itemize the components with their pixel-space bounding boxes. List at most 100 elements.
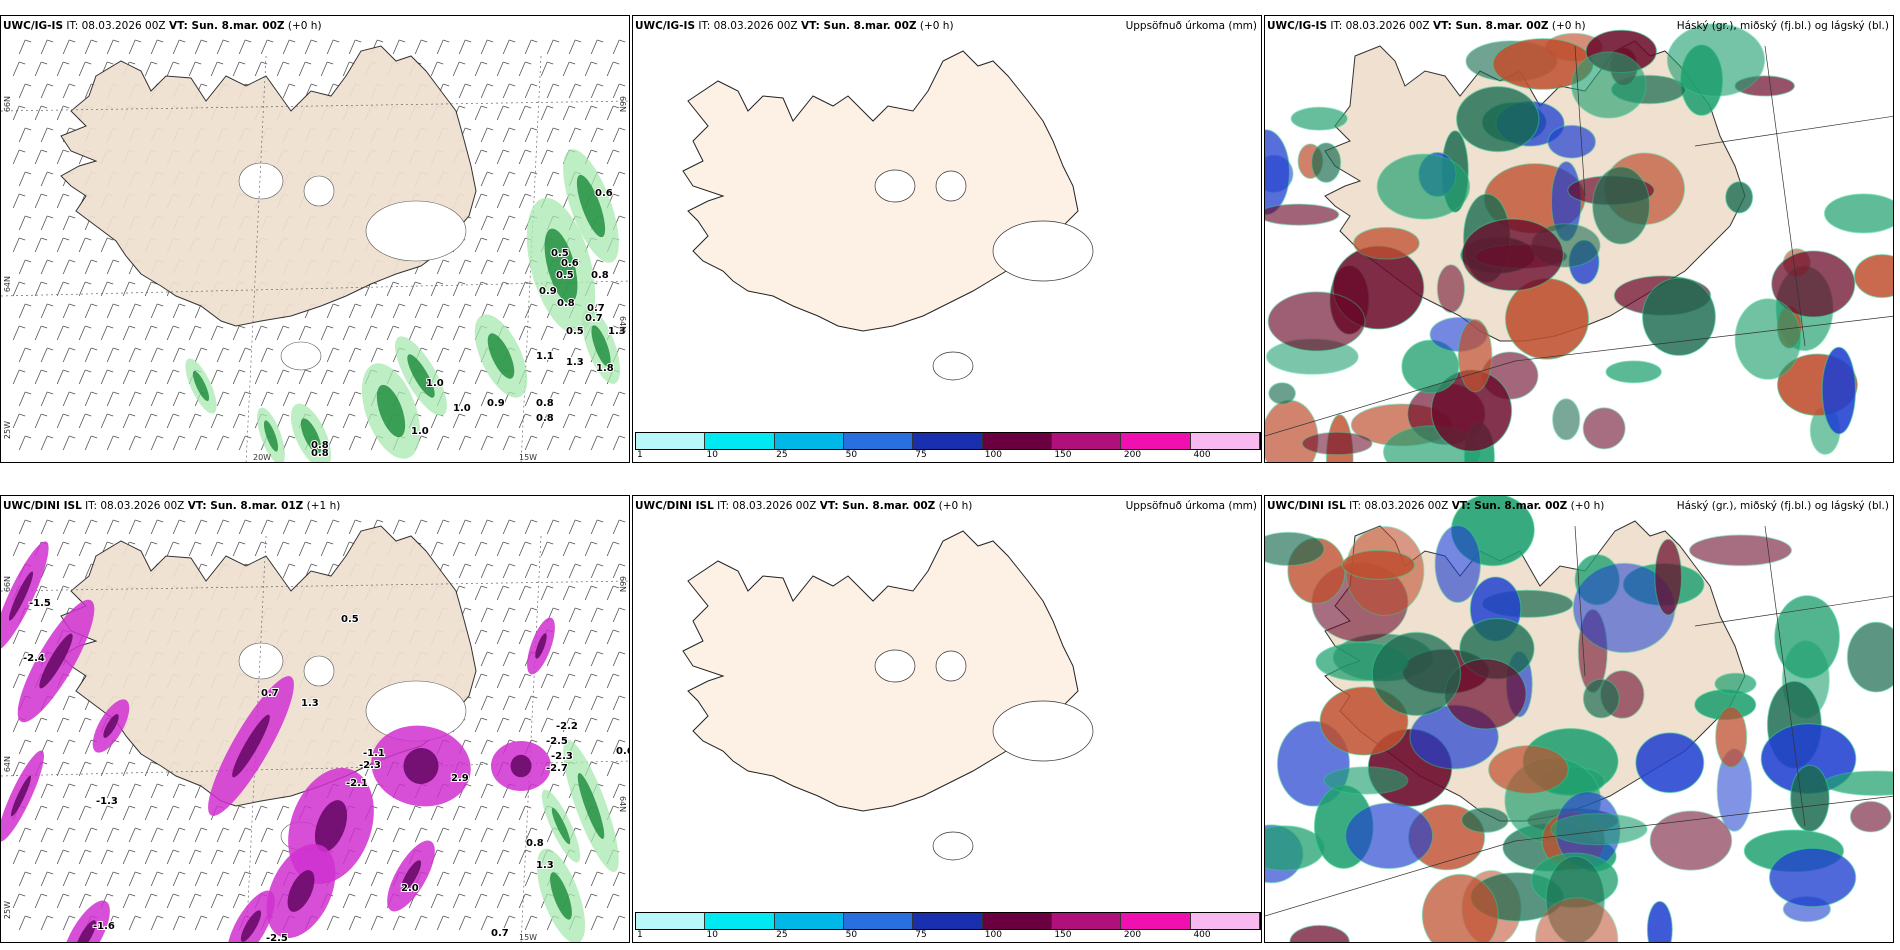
lon-label-15: 15W	[519, 933, 538, 942]
wind-barb	[590, 83, 604, 99]
wind-barb	[430, 893, 444, 909]
colorbar-tick: 200	[1123, 450, 1142, 460]
wind-barb	[62, 915, 76, 931]
wind-barb	[436, 435, 450, 451]
wind-barb	[34, 281, 48, 297]
wind-barb	[232, 849, 246, 865]
wind-barb	[260, 39, 274, 55]
cloud-patch	[1552, 398, 1581, 441]
wind-barb	[474, 281, 488, 297]
cloud-patch	[1323, 766, 1409, 795]
wind-barb	[150, 435, 164, 451]
wind-barb	[128, 871, 142, 887]
wind-barb	[436, 303, 450, 319]
colorbar-ticks: 1 10 25 50 75 100 150 200 400	[635, 930, 1261, 942]
wind-barb	[474, 629, 488, 645]
wind-barb	[502, 259, 516, 275]
wind-barb	[502, 303, 516, 319]
convective-core	[10, 775, 32, 817]
wind-barb	[260, 871, 274, 887]
graticule-line	[245, 535, 267, 942]
wind-barb	[584, 585, 598, 601]
wind-barb	[546, 171, 560, 187]
wind-barb	[12, 413, 26, 429]
wind-barb	[524, 871, 538, 887]
precip-label: 0.8	[311, 440, 329, 451]
wind-barb	[540, 717, 554, 733]
wind-barb	[518, 149, 532, 165]
wind-barb	[210, 849, 224, 865]
colorbar-tick: 400	[1193, 450, 1211, 460]
cloud-patch	[1646, 900, 1673, 942]
wind-barb	[320, 541, 334, 557]
wind-barb	[34, 149, 48, 165]
cloud-patch	[1582, 407, 1626, 450]
wind-barb	[166, 541, 180, 557]
wind-barb	[232, 541, 246, 557]
wind-barb	[502, 695, 516, 711]
precip-label: -2.4	[23, 653, 45, 664]
wind-barb	[34, 585, 48, 601]
wind-barb	[34, 61, 48, 77]
wind-barb	[282, 519, 296, 535]
cloud-patch	[1457, 318, 1493, 393]
colorbar-tick: 10	[706, 930, 718, 940]
wind-barb	[106, 519, 120, 535]
graticule-line	[520, 55, 542, 462]
cloud-patch	[1265, 531, 1325, 567]
wind-barb	[546, 739, 560, 755]
wind-barb	[320, 61, 334, 77]
wind-barb	[320, 369, 334, 385]
wind-barb	[18, 171, 32, 187]
wind-barb	[276, 369, 290, 385]
wind-barb	[386, 805, 400, 821]
wind-barb	[392, 39, 406, 55]
wind-barb	[254, 369, 268, 385]
wind-barb	[474, 541, 488, 557]
colorbar-tick: 50	[845, 450, 858, 460]
precip-label: 0.8	[557, 298, 575, 309]
glacier	[992, 220, 1094, 282]
wind-barb	[122, 413, 136, 429]
wind-barb	[584, 61, 598, 77]
lat-label-66-right: 66N	[618, 96, 627, 113]
wind-barb	[18, 83, 32, 99]
graticule-line	[520, 535, 542, 942]
wind-barb	[150, 783, 164, 799]
wind-barb	[216, 391, 230, 407]
wind-barb	[364, 325, 378, 341]
boundary-line	[1265, 840, 1516, 917]
wind-barb	[458, 563, 472, 579]
precip-label: 1.1	[536, 351, 554, 362]
wind-barb	[56, 149, 70, 165]
wind-barb	[232, 805, 246, 821]
wind-barb	[568, 127, 582, 143]
wind-barb	[62, 259, 76, 275]
wind-barb	[474, 237, 488, 253]
wind-barb	[56, 761, 70, 777]
wind-barb	[128, 39, 142, 55]
wind-barb	[430, 325, 444, 341]
wind-barb	[480, 695, 494, 711]
colorbar-swatch	[636, 913, 706, 929]
wind-barb	[78, 761, 92, 777]
convective-core	[314, 800, 348, 852]
wind-barb	[166, 805, 180, 821]
cloud-patch	[1641, 277, 1716, 357]
wind-barb	[150, 827, 164, 843]
wind-barb	[480, 39, 494, 55]
wind-barb	[56, 105, 70, 121]
wind-barb	[78, 369, 92, 385]
wind-barb	[590, 519, 604, 535]
wind-barb	[150, 915, 164, 931]
wind-barb	[612, 435, 626, 451]
cloud-patch	[1455, 85, 1540, 153]
wind-barb	[56, 541, 70, 557]
wind-barb	[606, 761, 620, 777]
wind-barb	[546, 519, 560, 535]
colorbar-tick: 75	[915, 450, 927, 460]
wind-barb	[546, 83, 560, 99]
wind-barb	[408, 325, 422, 341]
wind-barb	[612, 607, 626, 623]
convective-core	[240, 910, 262, 942]
